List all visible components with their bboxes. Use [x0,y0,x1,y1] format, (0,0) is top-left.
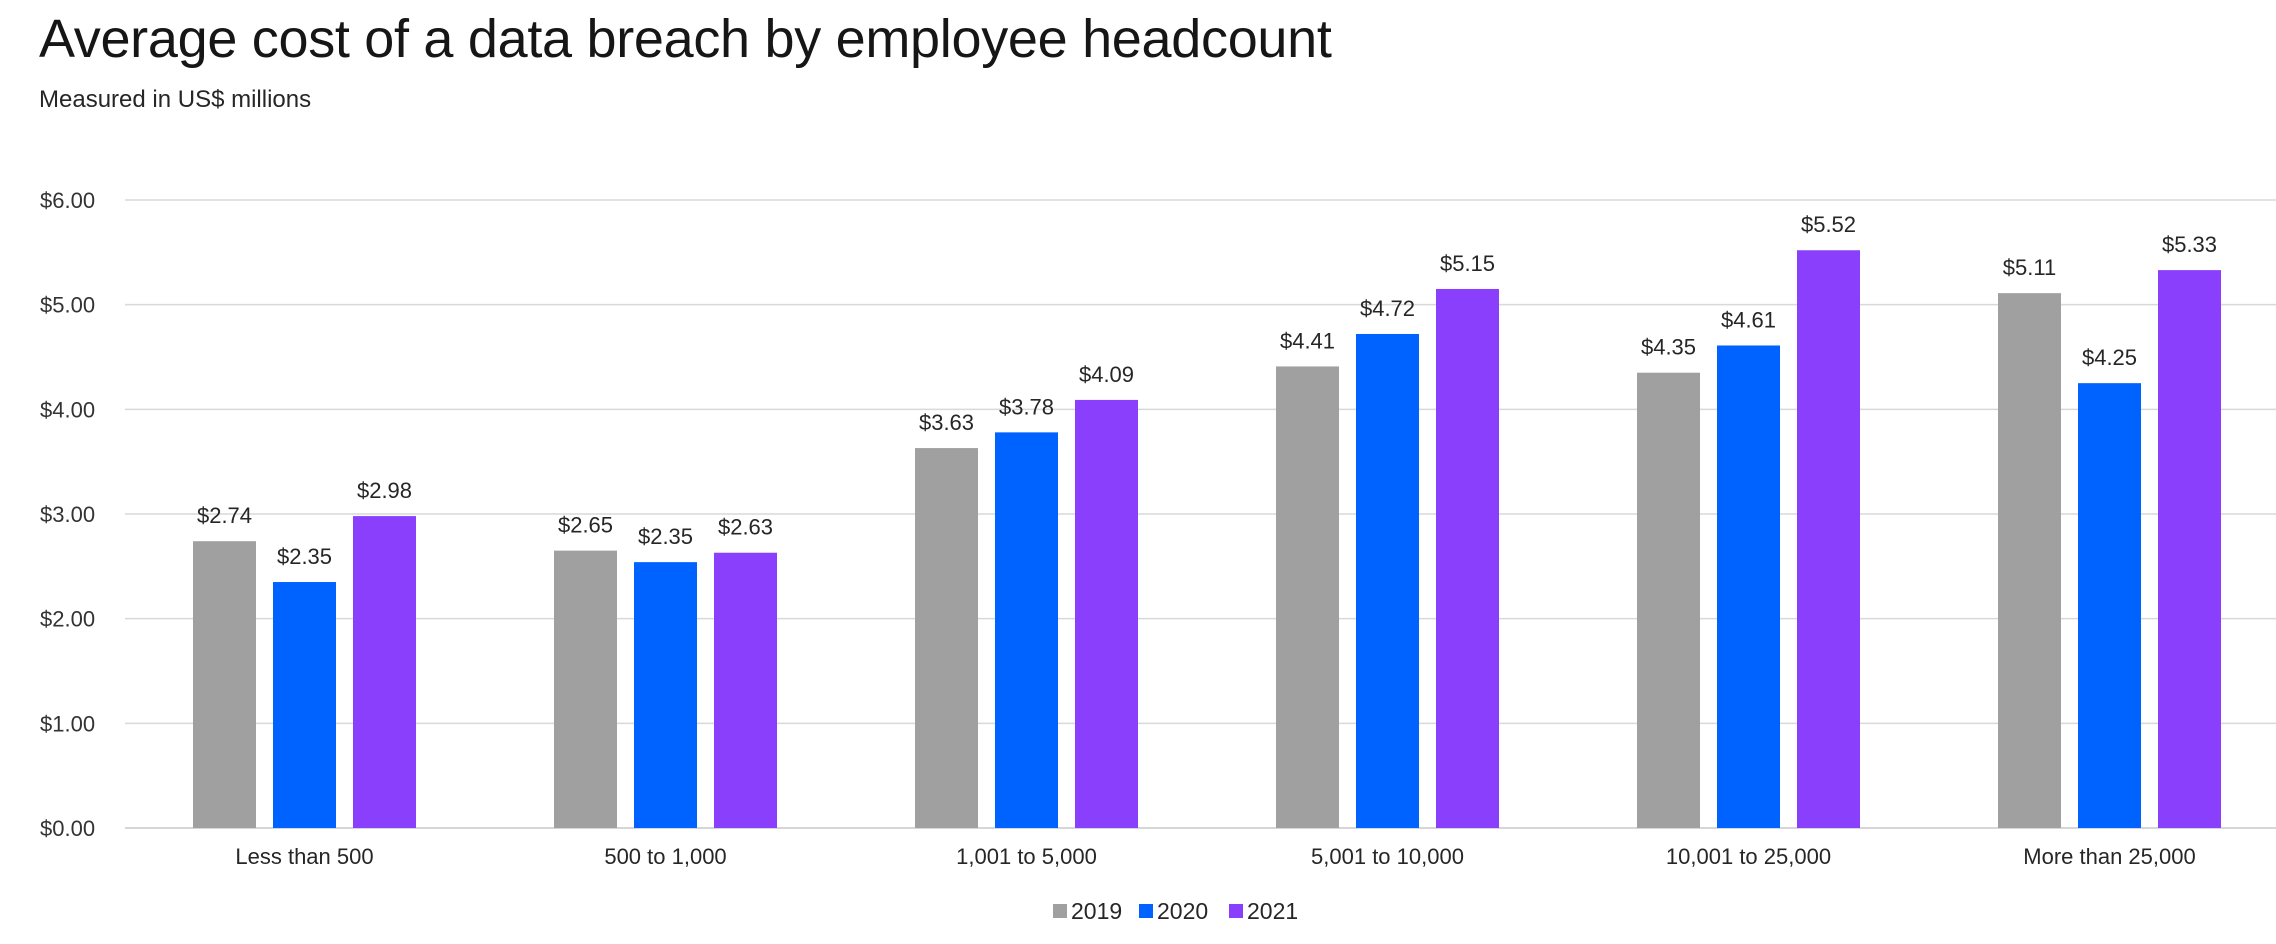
bar-2021 [1075,399,1138,828]
data-label: $2.65 [558,513,613,538]
category-label: 1,001 to 5,000 [956,844,1097,869]
data-label: $2.63 [718,515,773,540]
category-label: 500 to 1,000 [604,844,726,869]
data-label: $4.61 [1721,307,1776,332]
bar-2020 [1356,333,1419,828]
legend-swatch-2019 [1053,904,1067,918]
data-label: $4.41 [1280,328,1335,353]
legend-swatch-2020 [1139,904,1153,918]
x-axis-categories: Less than 500 500 to 1,000 1,001 to 5,000 5… [235,844,2195,869]
legend-label: 2021 [1247,898,1298,924]
bar-2021 [1436,288,1499,828]
bar-2019 [1998,293,2061,828]
bars [193,250,2221,829]
legend-swatch-2021 [1229,904,1243,918]
bar-2021 [353,516,416,828]
bar-2020 [995,432,1058,828]
bar-2019 [1276,366,1339,828]
bar-2021 [714,552,777,828]
gridlines [125,199,2276,829]
bar-2020 [273,582,336,828]
bar-2019 [915,448,978,828]
data-label: $2.35 [638,524,693,549]
y-tick-label: $6.00 [40,188,95,213]
legend-label: 2020 [1157,898,1208,924]
chart-title: Average cost of a data breach by employe… [39,9,1332,69]
y-tick-label: $1.00 [40,711,95,736]
bar-2020 [1717,345,1780,828]
bar-2020 [634,562,697,828]
data-label: $4.25 [2082,345,2137,370]
data-label: $3.63 [919,410,974,435]
data-label: $4.35 [1641,335,1696,360]
data-label: $4.09 [1079,362,1134,387]
category-label: Less than 500 [235,844,373,869]
bar-2019 [554,550,617,828]
data-label: $5.33 [2162,232,2217,257]
y-axis-ticks: $0.00 $1.00 $2.00 $3.00 $4.00 $5.00 $6.00 [40,188,95,841]
y-tick-label: $0.00 [40,816,95,841]
bar-2021 [1797,250,1860,829]
y-tick-label: $5.00 [40,293,95,318]
data-label: $5.11 [2003,255,2056,280]
legend-label: 2019 [1071,898,1122,924]
y-tick-label: $2.00 [40,607,95,632]
bar-2019 [193,541,256,828]
category-label: More than 25,000 [2023,844,2195,869]
data-label: $4.72 [1360,296,1415,321]
y-tick-label: $4.00 [40,397,95,422]
data-label: $3.78 [999,394,1054,419]
data-label: $5.52 [1801,212,1856,237]
y-tick-label: $3.00 [40,502,95,527]
bar-2019 [1637,372,1700,828]
data-label: $5.15 [1440,251,1495,276]
bar-2021 [2158,270,2221,828]
data-label: $2.35 [277,544,332,569]
data-label: $2.74 [197,503,252,528]
data-labels: $2.74 $2.35 $2.98 $2.65 $2.35 $2.63 $3.63 $3.78… [197,212,2217,569]
category-label: 10,001 to 25,000 [1666,844,1831,869]
data-label: $2.98 [357,478,412,503]
chart-subtitle: Measured in US$ millions [39,86,312,113]
legend: 2019 2020 2021 [1053,898,1298,924]
bar-2020 [2078,383,2141,828]
category-label: 5,001 to 10,000 [1311,844,1464,869]
